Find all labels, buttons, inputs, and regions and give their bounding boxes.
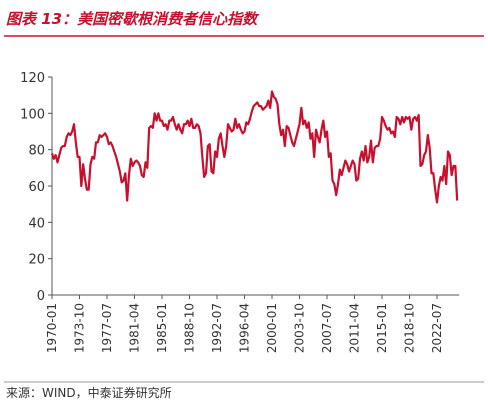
y-tick-label: 40 [28,216,45,231]
y-tick-label: 100 [20,107,45,122]
x-tick-label: 1988-10 [183,303,197,353]
x-tick-label: 1973-10 [73,303,87,353]
x-tick-label: 2022-07 [430,303,444,353]
y-tick-label: 120 [20,71,45,86]
x-tick-label: 2015-01 [375,303,389,353]
x-tick-label: 2007-07 [320,303,334,353]
x-tick-label: 2000-01 [265,303,279,353]
source: 来源：WIND，中泰证券研究所 [6,385,172,400]
y-tick-label: 60 [28,180,45,195]
x-tick-label: 1981-04 [128,303,142,353]
x-tick-label: 2003-10 [293,303,307,353]
x-tick-label: 1996-04 [238,303,252,353]
x-tick-label: 2018-10 [403,303,417,353]
x-tick-label: 1992-07 [210,303,224,353]
y-tick-label: 0 [37,289,45,304]
chart-title: 图表 13：美国密歇根消费者信心指数 [6,10,260,28]
y-tick-label: 20 [28,253,45,268]
line [50,90,459,204]
x-tick-label: 1977-07 [100,303,114,353]
x-tick-label: 2011-04 [348,303,362,353]
x-tick-label: 1985-01 [155,303,169,353]
y-tick-label: 80 [28,144,45,159]
x-tick-label: 1970-01 [45,303,59,353]
